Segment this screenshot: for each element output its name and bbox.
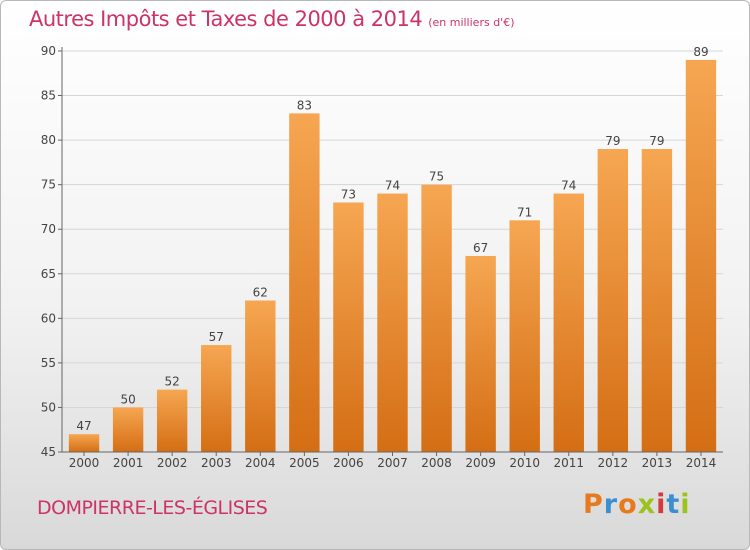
bar-2011 xyxy=(553,193,584,453)
x-tick-label-2008: 2008 xyxy=(421,456,452,470)
value-label-2013: 79 xyxy=(649,134,664,148)
x-tick-label-2013: 2013 xyxy=(642,456,673,470)
y-tick-label: 50 xyxy=(41,400,56,414)
logo-letter: i xyxy=(656,489,667,520)
bar-2004 xyxy=(245,300,276,452)
value-label-2010: 71 xyxy=(517,205,532,219)
bar-2001 xyxy=(112,407,144,452)
bar-2005 xyxy=(289,113,320,452)
y-tick-label: 80 xyxy=(41,133,56,147)
y-tick-label: 60 xyxy=(41,311,56,325)
x-tick-label-2000: 2000 xyxy=(69,456,100,470)
x-tick-label-2014: 2014 xyxy=(686,456,717,470)
value-label-2005: 83 xyxy=(297,98,312,112)
value-label-2001: 50 xyxy=(120,392,135,406)
bar-2007 xyxy=(377,193,408,453)
proxiti-logo: Proxiti xyxy=(583,489,691,520)
value-label-2008: 75 xyxy=(429,170,444,184)
bar-2000 xyxy=(68,434,100,452)
value-label-2014: 89 xyxy=(693,45,708,59)
labels: 45 50 55 60 65 70 75 80 85 90 47 2000 50 2001 52 2002 57… xyxy=(41,44,717,470)
logo-letter: x xyxy=(637,489,657,520)
value-label-2012: 79 xyxy=(605,134,620,148)
y-tick-label: 85 xyxy=(41,89,56,103)
y-tick-label: 45 xyxy=(41,445,56,459)
x-tick-label-2010: 2010 xyxy=(509,456,540,470)
logo-letter: i xyxy=(680,489,691,520)
value-label-2004: 62 xyxy=(253,286,268,300)
axes xyxy=(58,47,723,456)
y-tick-label: 55 xyxy=(41,356,56,370)
y-tick-label: 75 xyxy=(41,178,56,192)
bars xyxy=(68,59,717,453)
bar-2002 xyxy=(156,389,188,452)
chart-title: Autres Impôts et Taxes de 2000 à 2014 (en… xyxy=(29,7,514,31)
y-tick-label: 90 xyxy=(41,44,56,58)
x-tick-label-2002: 2002 xyxy=(157,456,188,470)
x-tick-label-2003: 2003 xyxy=(201,456,232,470)
commune-name: DOMPIERRE-LES-ÉGLISES xyxy=(37,497,268,519)
value-label-2002: 52 xyxy=(165,375,180,389)
bar-2010 xyxy=(509,220,540,452)
value-label-2003: 57 xyxy=(209,330,224,344)
chart-unit: (en milliers d'€) xyxy=(428,16,515,29)
x-tick-label-2007: 2007 xyxy=(377,456,408,470)
x-tick-label-2006: 2006 xyxy=(333,456,364,470)
logo-letter: o xyxy=(618,489,638,520)
x-tick-label-2011: 2011 xyxy=(553,456,584,470)
logo-letter: P xyxy=(583,489,604,520)
value-label-2011: 74 xyxy=(561,179,576,193)
value-label-2009: 67 xyxy=(473,241,488,255)
bar-2006 xyxy=(333,202,364,452)
value-label-2000: 47 xyxy=(76,419,91,433)
logo-letter: t xyxy=(666,489,681,520)
chart-title-text: Autres Impôts et Taxes de 2000 à 2014 xyxy=(29,7,423,31)
value-label-2007: 74 xyxy=(385,179,400,193)
x-tick-label-2005: 2005 xyxy=(289,456,320,470)
bar-2003 xyxy=(201,345,232,452)
x-tick-label-2001: 2001 xyxy=(113,456,144,470)
y-tick-label: 70 xyxy=(41,222,56,236)
x-tick-label-2004: 2004 xyxy=(245,456,276,470)
x-tick-label-2012: 2012 xyxy=(598,456,629,470)
bar-2008 xyxy=(421,184,452,452)
value-label-2006: 73 xyxy=(341,187,356,201)
x-tick-label-2009: 2009 xyxy=(465,456,496,470)
bar-2013 xyxy=(641,149,673,452)
bar-2009 xyxy=(465,255,496,452)
bar-2014 xyxy=(685,59,717,453)
y-tick-label: 65 xyxy=(41,267,56,281)
bar-2012 xyxy=(597,149,629,452)
logo-letter: r xyxy=(603,489,619,520)
